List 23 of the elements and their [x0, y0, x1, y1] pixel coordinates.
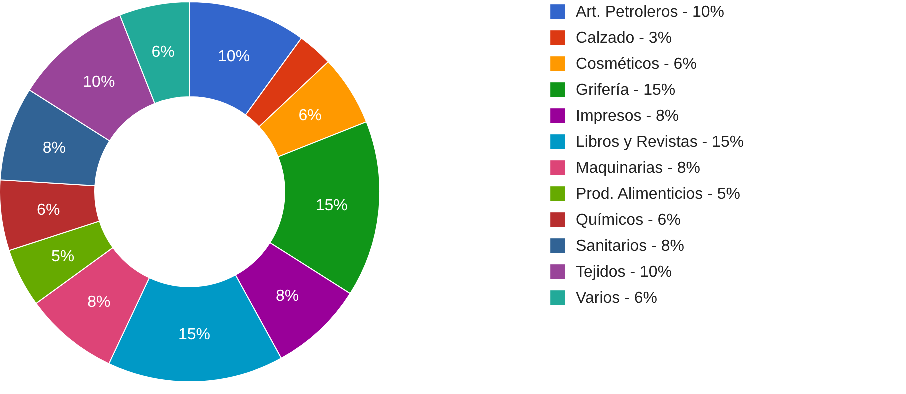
legend-label: Libros y Revistas - 15% [576, 134, 744, 151]
data-label: 6% [152, 44, 175, 62]
data-label: 8% [276, 288, 300, 305]
data-label: 6% [298, 108, 322, 125]
legend-label: Tejidos - 10% [576, 264, 672, 281]
legend-label: Varios - 6% [576, 290, 658, 307]
data-label: 8% [88, 294, 111, 311]
data-label: 15% [178, 326, 210, 344]
data-label: 10% [83, 74, 116, 92]
legend-label: Maquinarias - 8% [576, 160, 700, 177]
legend-label: Químicos - 6% [576, 212, 681, 229]
data-label: 10% [218, 48, 250, 66]
legend-label: Calzado - 3% [576, 30, 672, 47]
data-label: 8% [42, 140, 66, 157]
legend-label: Sanitarios - 8% [576, 238, 684, 255]
legend-label: Grifería - 15% [576, 82, 676, 99]
legend-label: Cosméticos - 6% [576, 56, 697, 73]
legend-label: Art. Petroleros - 10% [576, 4, 724, 21]
data-label: 15% [316, 197, 348, 214]
legend-label: Prod. Alimenticios - 5% [576, 186, 741, 203]
data-label: 6% [37, 202, 60, 219]
data-label: 5% [51, 248, 75, 266]
legend-label: Impresos - 8% [576, 108, 680, 125]
